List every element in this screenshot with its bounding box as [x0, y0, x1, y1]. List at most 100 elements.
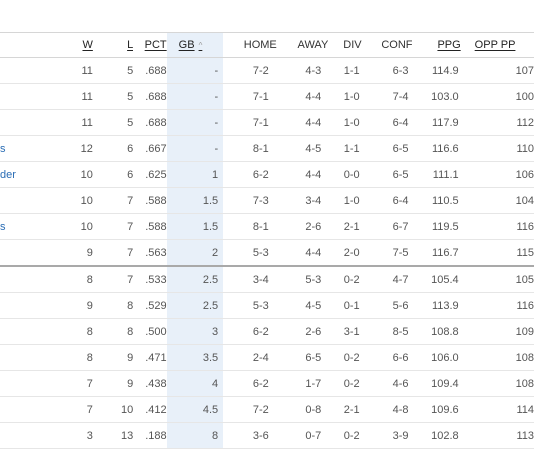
team-cell[interactable]	[0, 187, 50, 214]
pct-column-header[interactable]: PCT	[133, 32, 167, 58]
ppg-cell: 105.4	[412, 266, 465, 293]
opp-ppg-cell: 110	[464, 135, 534, 162]
team-cell[interactable]	[0, 396, 50, 423]
pct-cell: .588	[133, 187, 167, 214]
team-cell[interactable]	[0, 344, 50, 371]
team-cell[interactable]	[0, 422, 50, 449]
losses-cell: 10	[102, 396, 134, 423]
losses-cell: 13	[102, 422, 134, 449]
table-row: 11 5.688-7-1 4-4 1-0 6-4 117.9 112	[0, 109, 534, 136]
losses-cell: 7	[102, 213, 134, 240]
team-link[interactable]: s	[0, 220, 6, 233]
div-record-cell: 0-2	[328, 344, 362, 371]
losses-cell: 8	[102, 292, 134, 319]
ppg-cell: 114.9	[412, 57, 465, 84]
home-record-cell: 3-6	[223, 422, 277, 449]
team-cell[interactable]	[0, 266, 50, 293]
gb-cell: 2	[166, 239, 224, 267]
ppg-cell: 109.6	[412, 396, 465, 423]
losses-cell: 9	[102, 344, 134, 371]
team-cell[interactable]	[0, 109, 50, 136]
conf-record-cell: 6-4	[361, 187, 413, 214]
pct-cell: .667	[133, 135, 167, 162]
home-record-cell: 3-4	[223, 266, 277, 293]
pct-cell: .688	[133, 83, 167, 110]
home-record-cell: 7-2	[223, 396, 277, 423]
team-cell[interactable]: der	[0, 161, 50, 188]
pct-cell: .588	[133, 213, 167, 240]
ppg-cell: 117.9	[412, 109, 465, 136]
losses-cell: 6	[102, 161, 134, 188]
div-record-cell: 0-1	[328, 292, 362, 319]
div-record-cell: 1-1	[328, 135, 362, 162]
team-link[interactable]: s	[0, 142, 6, 155]
table-row: 11 5.688-7-1 4-4 1-0 7-4 103.0 100	[0, 83, 534, 110]
header-row: W L PCT GB ^ HOME AWAY DIV CONF PPG OPP P…	[0, 32, 534, 58]
ppg-cell: 108.8	[412, 318, 465, 345]
away-column-header: AWAY	[276, 32, 329, 58]
ppg-cell: 109.4	[412, 370, 465, 397]
losses-cell: 6	[102, 135, 134, 162]
pct-cell: .412	[133, 396, 167, 423]
team-cell[interactable]	[0, 57, 50, 84]
table-row: s 10 7.588 1.5 8-1 2-6 2-1 6-7 119.5 116	[0, 213, 534, 240]
opp-ppg-cell: 108	[464, 370, 534, 397]
pct-cell: .688	[133, 57, 167, 84]
sort-ascending-icon: ^	[198, 41, 203, 50]
team-column-header	[0, 32, 50, 58]
ppg-cell: 119.5	[412, 213, 465, 240]
ppg-column-header[interactable]: PPG	[412, 32, 465, 58]
team-cell[interactable]	[0, 318, 50, 345]
standings-header: W L PCT GB ^ HOME AWAY DIV CONF PPG OPP P…	[0, 32, 534, 58]
losses-cell: 8	[102, 318, 134, 345]
wins-column-header[interactable]: W	[49, 32, 103, 58]
pct-cell: .563	[133, 239, 167, 267]
table-row: der 10 6.625 1 6-2 4-4 0-0 6-5 111.1 106	[0, 161, 534, 188]
opp-ppg-cell: 107	[464, 57, 534, 84]
team-cell[interactable]	[0, 292, 50, 319]
pct-cell: .533	[133, 266, 167, 293]
home-record-cell: 7-1	[223, 83, 277, 110]
away-record-cell: 3-4	[276, 187, 329, 214]
conf-record-cell: 3-9	[361, 422, 413, 449]
losses-column-header[interactable]: L	[102, 32, 134, 58]
ppg-cell: 113.9	[412, 292, 465, 319]
conf-record-cell: 4-8	[361, 396, 413, 423]
gb-column-header[interactable]: GB ^	[166, 32, 224, 58]
div-record-cell: 1-0	[328, 109, 362, 136]
ppg-cell: 116.6	[412, 135, 465, 162]
table-row: 3 13.188 8 3-6 0-7 0-2 3-9 102.8 113	[0, 422, 534, 449]
gb-cell: 1.5	[166, 213, 224, 240]
opp-ppg-cell: 112	[464, 109, 534, 136]
away-record-cell: 6-5	[276, 344, 329, 371]
away-record-cell: 4-4	[276, 83, 329, 110]
home-record-cell: 7-3	[223, 187, 277, 214]
gb-cell: 1	[166, 161, 224, 188]
wins-cell: 10	[49, 161, 103, 188]
team-cell[interactable]: s	[0, 135, 50, 162]
pct-cell: .471	[133, 344, 167, 371]
gb-cell: 3.5	[166, 344, 224, 371]
pct-cell: .688	[133, 109, 167, 136]
gb-cell: 8	[166, 422, 224, 449]
div-record-cell: 0-2	[328, 266, 362, 293]
away-record-cell: 2-6	[276, 318, 329, 345]
wins-cell: 10	[49, 213, 103, 240]
table-row: 7 10.412 4.5 7-2 0-8 2-1 4-8 109.6 114	[0, 396, 534, 423]
team-cell[interactable]	[0, 239, 50, 267]
opp-ppg-column-header[interactable]: OPP PP	[464, 32, 534, 58]
table-row: 8 9.471 3.5 2-4 6-5 0-2 6-6 106.0 108	[0, 344, 534, 371]
team-cell[interactable]	[0, 370, 50, 397]
div-record-cell: 2-1	[328, 213, 362, 240]
gb-cell: 2.5	[166, 266, 224, 293]
ppg-cell: 111.1	[412, 161, 465, 188]
home-record-cell: 7-1	[223, 109, 277, 136]
home-record-cell: 6-2	[223, 318, 277, 345]
wins-cell: 10	[49, 187, 103, 214]
team-cell[interactable]	[0, 83, 50, 110]
table-row: s 12 6.667-8-1 4-5 1-1 6-5 116.6 110	[0, 135, 534, 162]
team-link[interactable]: der	[0, 168, 16, 181]
team-cell[interactable]: s	[0, 213, 50, 240]
div-record-cell: 1-0	[328, 187, 362, 214]
wins-cell: 3	[49, 422, 103, 449]
